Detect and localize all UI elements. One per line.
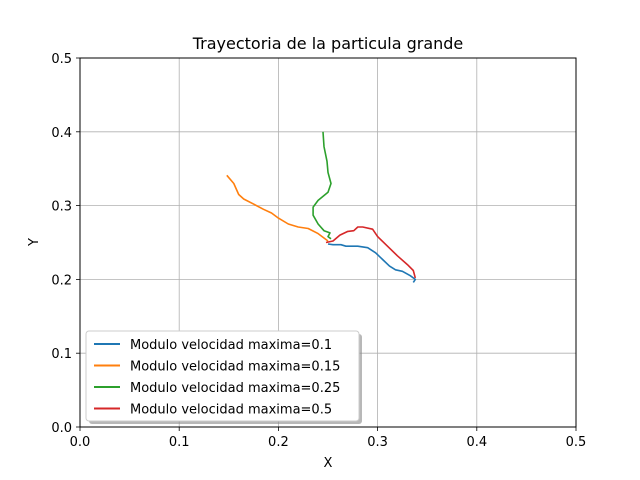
- legend-box: [85, 330, 360, 422]
- x-tick-label: 0.1: [169, 435, 190, 450]
- y-axis-label: Y: [27, 238, 42, 247]
- plot-frame: [79, 57, 577, 428]
- series-lines: [226, 131, 417, 283]
- y-tick-label: 0.4: [51, 126, 72, 141]
- x-tick-label: 0.2: [268, 435, 289, 450]
- legend-label-2: Modulo velocidad maxima=0.25: [130, 381, 340, 396]
- y-tick-label: 0.5: [51, 52, 72, 67]
- series-line-0: [327, 243, 417, 283]
- y-tick-label: 0.1: [51, 347, 72, 362]
- x-tick-label: 0.5: [566, 435, 587, 450]
- series-line-3: [325, 226, 417, 279]
- series-line-2: [312, 131, 332, 240]
- series-line-1: [226, 174, 329, 242]
- legend-label-0: Modulo velocidad maxima=0.1: [130, 338, 332, 353]
- y-tick-label: 0.0: [51, 421, 72, 436]
- x-tick-label: 0.0: [70, 435, 91, 450]
- y-tick-label: 0.2: [51, 273, 72, 288]
- y-tick-label: 0.3: [51, 200, 72, 215]
- x-tick-label: 0.4: [466, 435, 487, 450]
- legend-label-3: Modulo velocidad maxima=0.5: [130, 403, 332, 418]
- chart-title: Trayectoria de la particula grande: [192, 34, 464, 53]
- legend: Modulo velocidad maxima=0.1 Modulo veloci…: [85, 330, 362, 424]
- x-tick-label: 0.3: [367, 435, 388, 450]
- x-axis-label: X: [324, 456, 333, 471]
- legend-label-1: Modulo velocidad maxima=0.15: [130, 360, 340, 375]
- ticks: 0.0 0.1 0.2 0.3 0.4 0.5 0.0 0.1 0.2 0.3 0.4 0.5: [51, 52, 586, 450]
